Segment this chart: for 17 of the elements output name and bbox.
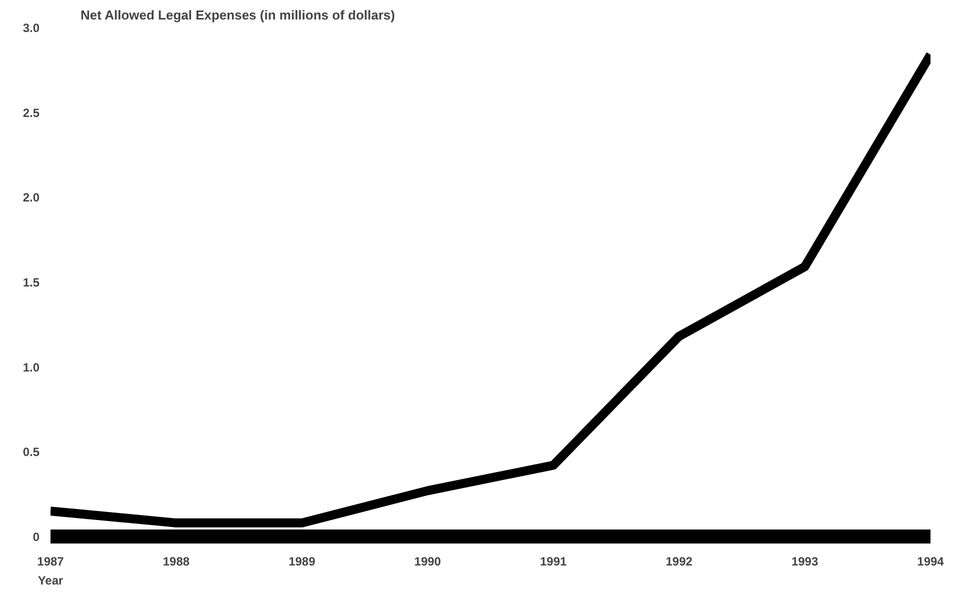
- x-tick-label: 1994: [917, 554, 944, 568]
- x-tick-label: 1988: [162, 554, 190, 568]
- y-tick-label: 0: [32, 530, 40, 544]
- x-tick-label: 1989: [288, 554, 316, 568]
- x-tick-label: 1991: [540, 554, 568, 568]
- y-tick-label: 1.0: [22, 360, 40, 374]
- y-tick-label: 0.5: [22, 445, 40, 460]
- x-tick-label: 1993: [791, 554, 818, 568]
- x-tick-label: 1992: [666, 554, 693, 568]
- y-tick-label: 1.5: [22, 276, 40, 290]
- x-tick-label: 1987: [37, 554, 64, 568]
- x-tick-label: 1990: [414, 554, 442, 568]
- y-tick-label: 2.5: [22, 106, 40, 120]
- y-tick-label: 3.0: [22, 21, 40, 35]
- chart-title: Net Allowed Legal Expenses (in millions of dollars): [80, 8, 395, 22]
- y-tick-label: 2.0: [22, 190, 40, 205]
- x-axis-title: Year: [38, 574, 64, 588]
